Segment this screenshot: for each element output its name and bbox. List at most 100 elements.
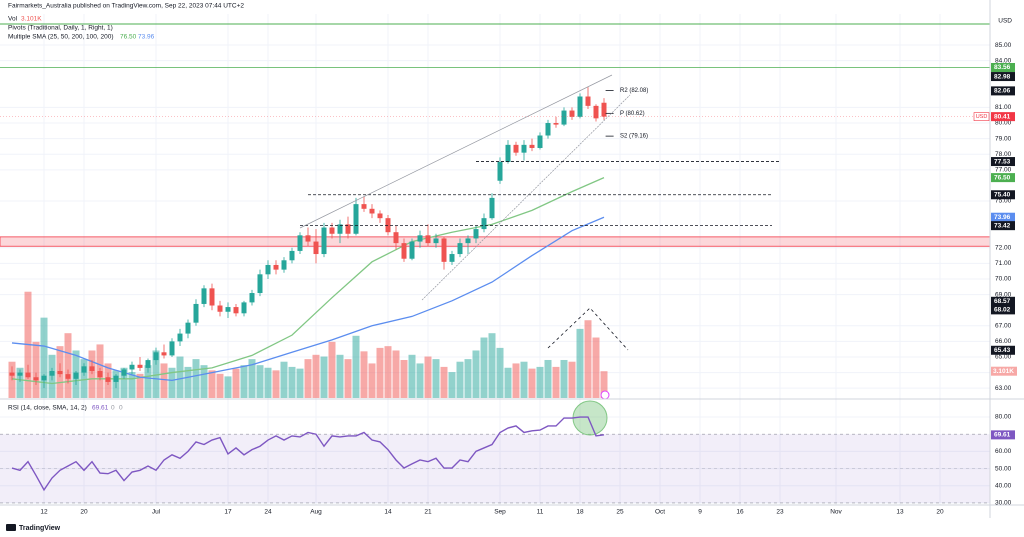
volume-bar bbox=[64, 333, 72, 398]
volume-bar bbox=[600, 371, 608, 398]
volume-bar bbox=[320, 356, 328, 398]
price-badge bbox=[991, 221, 1015, 231]
rsi-badge-label: 69.61 bbox=[994, 432, 1011, 439]
y-tick-label: 80.00 bbox=[995, 120, 1012, 127]
candle-body bbox=[393, 232, 399, 244]
volume-bar bbox=[168, 367, 176, 398]
volume-bar bbox=[304, 359, 312, 398]
volume-bar bbox=[344, 359, 352, 398]
price-badge-label: 80.41 bbox=[994, 113, 1011, 120]
rsi-tick-label: 30.00 bbox=[995, 500, 1012, 507]
volume-bar bbox=[488, 333, 496, 398]
candle-body bbox=[281, 260, 287, 270]
candle-body bbox=[553, 123, 559, 125]
candle-body bbox=[121, 369, 127, 376]
volume-bar bbox=[176, 356, 184, 398]
y-tick-label: 77.00 bbox=[995, 167, 1012, 174]
pivot-legend: Pivots (Traditional, Daily, 1, Right, 1) bbox=[8, 25, 113, 32]
candle-body bbox=[537, 135, 543, 148]
candle-body bbox=[361, 204, 367, 209]
trend-line bbox=[299, 74, 613, 229]
candle-body bbox=[265, 264, 271, 275]
volume-bar bbox=[368, 363, 376, 398]
volume-bar bbox=[216, 373, 224, 398]
volume-legend-value: 3.101K bbox=[21, 16, 42, 23]
candle-body bbox=[9, 372, 15, 376]
volume-bar bbox=[312, 354, 320, 398]
volume-bar bbox=[248, 359, 256, 398]
candle-body bbox=[385, 218, 391, 233]
candle-body bbox=[321, 227, 327, 255]
support-zone bbox=[0, 236, 991, 247]
candle-body bbox=[129, 364, 135, 370]
y-tick-label: 63.00 bbox=[995, 385, 1012, 392]
pivot-label: R2 (82.08) bbox=[620, 88, 648, 94]
x-tick-label: 12 bbox=[40, 509, 48, 516]
y-tick-label: 71.00 bbox=[995, 260, 1012, 267]
volume-bar bbox=[416, 363, 424, 398]
candle-body bbox=[177, 333, 183, 342]
price-badge bbox=[991, 173, 1015, 183]
volume-badge-label: 3.101K bbox=[993, 368, 1014, 375]
rsi-tick-label: 60.00 bbox=[995, 448, 1012, 455]
candle-body bbox=[41, 375, 47, 381]
candle-body bbox=[569, 110, 575, 117]
volume-bar bbox=[528, 368, 536, 398]
volume-bar bbox=[408, 354, 416, 398]
price-badge-label: 83.56 bbox=[994, 64, 1011, 71]
x-tick-label: Aug bbox=[310, 509, 322, 516]
volume-bar bbox=[32, 341, 40, 398]
volume-bar bbox=[456, 361, 464, 398]
price-badge-label: 68.57 bbox=[994, 298, 1011, 305]
pivot-label: S2 (79.16) bbox=[620, 134, 648, 140]
y-tick-label: 78.00 bbox=[995, 151, 1012, 158]
x-tick-label: 17 bbox=[224, 509, 232, 516]
price-badge bbox=[991, 212, 1015, 222]
y-tick-label: 65.00 bbox=[995, 354, 1012, 361]
y-tick-label: 81.00 bbox=[995, 104, 1012, 111]
volume-bar bbox=[208, 370, 216, 398]
volume-bar bbox=[384, 346, 392, 398]
volume-bar bbox=[272, 370, 280, 398]
price-badge bbox=[991, 72, 1015, 82]
brand: TradingView bbox=[19, 525, 61, 532]
publish-info: Fairmarkets_Australia published on Tradi… bbox=[8, 3, 244, 10]
candle-body bbox=[481, 218, 487, 230]
volume-bar bbox=[16, 367, 24, 398]
candle-body bbox=[89, 366, 95, 372]
volume-bar bbox=[40, 317, 48, 398]
sma-line bbox=[11, 216, 605, 382]
projection-drawing bbox=[547, 307, 629, 351]
candle-body bbox=[505, 144, 511, 163]
volume-bar bbox=[520, 361, 528, 398]
candle-body bbox=[401, 243, 407, 259]
y-tick-label: 79.00 bbox=[995, 135, 1012, 142]
price-badge-label: 68.02 bbox=[994, 307, 1011, 314]
volume-bar bbox=[80, 359, 88, 398]
volume-bar bbox=[200, 365, 208, 398]
candle-body bbox=[257, 274, 263, 294]
volume-bar bbox=[536, 366, 544, 398]
price-badge-label: 76.50 bbox=[994, 174, 1011, 181]
volume-bar bbox=[264, 367, 272, 398]
candle-body bbox=[377, 213, 383, 219]
y-tick-label: 75.00 bbox=[995, 198, 1012, 205]
volume-bar bbox=[424, 356, 432, 398]
candle-body bbox=[73, 372, 79, 379]
y-tick-label: 66.00 bbox=[995, 338, 1012, 345]
candle-body bbox=[297, 235, 303, 251]
rsi-tick-label: 50.00 bbox=[995, 465, 1012, 472]
y-tick-label: 70.00 bbox=[995, 276, 1012, 283]
x-tick-label: Nov bbox=[830, 509, 842, 516]
candle-body bbox=[561, 110, 567, 125]
volume-bar bbox=[336, 354, 344, 398]
price-badge-label: 82.98 bbox=[994, 73, 1011, 80]
candle-body bbox=[417, 235, 423, 242]
price-badge bbox=[991, 190, 1015, 200]
candle-body bbox=[441, 238, 447, 262]
candle-body bbox=[457, 243, 463, 255]
candle-body bbox=[593, 105, 599, 119]
volume-bar bbox=[192, 359, 200, 398]
price-badge-label: 77.53 bbox=[994, 158, 1011, 165]
candle-body bbox=[145, 360, 151, 368]
